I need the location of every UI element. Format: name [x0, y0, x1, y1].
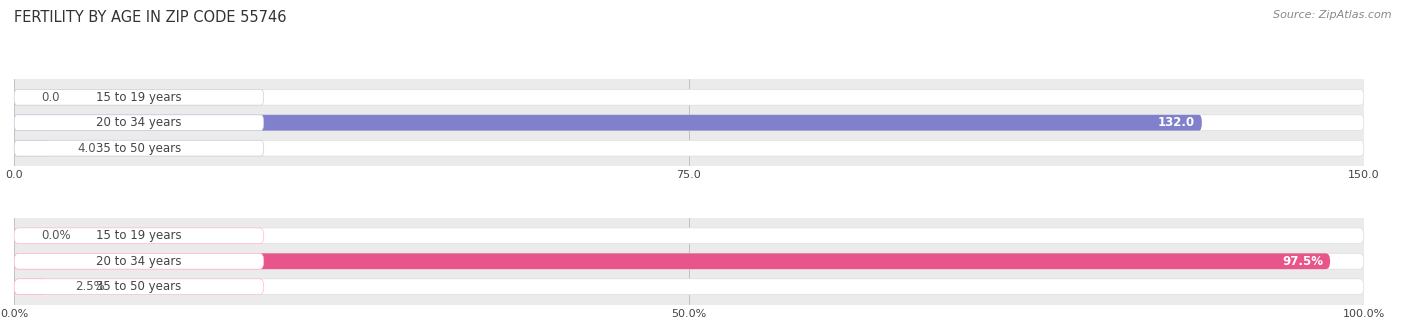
FancyBboxPatch shape — [14, 115, 1202, 131]
FancyBboxPatch shape — [14, 228, 1364, 244]
Text: 35 to 50 years: 35 to 50 years — [96, 280, 181, 293]
FancyBboxPatch shape — [14, 253, 1364, 269]
Text: 35 to 50 years: 35 to 50 years — [96, 142, 181, 155]
Text: 4.0: 4.0 — [77, 142, 96, 155]
Text: 0.0%: 0.0% — [41, 229, 70, 242]
FancyBboxPatch shape — [14, 89, 264, 105]
FancyBboxPatch shape — [14, 253, 1330, 269]
Text: 132.0: 132.0 — [1159, 116, 1195, 129]
FancyBboxPatch shape — [14, 253, 264, 269]
Text: 2.5%: 2.5% — [75, 280, 104, 293]
Text: Source: ZipAtlas.com: Source: ZipAtlas.com — [1274, 10, 1392, 20]
FancyBboxPatch shape — [14, 89, 1364, 105]
Text: FERTILITY BY AGE IN ZIP CODE 55746: FERTILITY BY AGE IN ZIP CODE 55746 — [14, 10, 287, 25]
FancyBboxPatch shape — [14, 115, 264, 131]
FancyBboxPatch shape — [14, 279, 48, 295]
FancyBboxPatch shape — [14, 140, 51, 156]
FancyBboxPatch shape — [14, 140, 1364, 156]
FancyBboxPatch shape — [14, 279, 1364, 295]
Text: 15 to 19 years: 15 to 19 years — [96, 91, 181, 104]
Text: 20 to 34 years: 20 to 34 years — [96, 255, 181, 268]
Text: 97.5%: 97.5% — [1282, 255, 1323, 268]
Text: 15 to 19 years: 15 to 19 years — [96, 229, 181, 242]
FancyBboxPatch shape — [14, 140, 264, 156]
FancyBboxPatch shape — [14, 115, 1364, 131]
FancyBboxPatch shape — [14, 228, 264, 244]
Text: 20 to 34 years: 20 to 34 years — [96, 116, 181, 129]
FancyBboxPatch shape — [14, 279, 264, 295]
Text: 0.0: 0.0 — [41, 91, 59, 104]
